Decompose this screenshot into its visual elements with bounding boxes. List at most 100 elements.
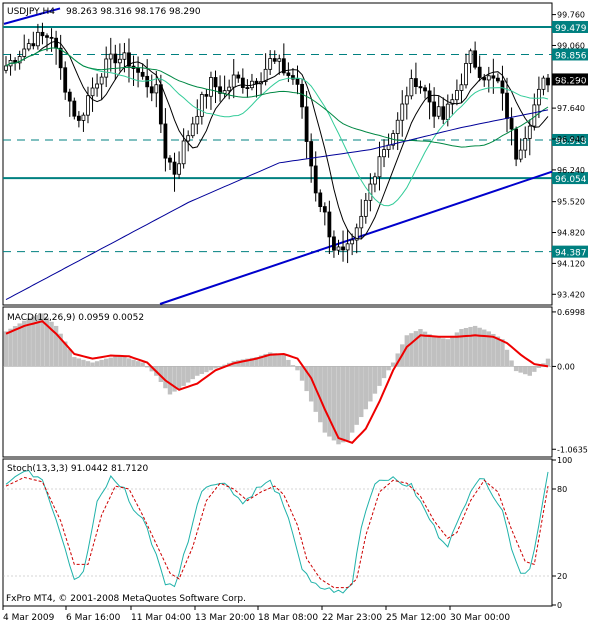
macd-hist-bar <box>409 333 414 367</box>
candle-body <box>149 86 154 94</box>
macd-hist-bar <box>113 356 118 367</box>
candle-body <box>145 75 150 88</box>
macd-hist-bar <box>144 366 150 368</box>
macd-hist-bar <box>427 334 432 367</box>
macd-hist-bar <box>322 366 328 433</box>
main-panel-frame <box>2 2 553 306</box>
candle-body <box>404 95 409 105</box>
x-axis-label: 25 Mar 12:00 <box>386 613 446 623</box>
candle-body <box>523 137 528 151</box>
candle-body <box>450 99 455 105</box>
macd-hist-bar <box>422 331 428 367</box>
level-label-box <box>552 20 588 33</box>
macd-hist-bar <box>381 366 387 379</box>
ma-slow-line <box>5 47 549 148</box>
macd-hist-bar <box>158 366 164 382</box>
axis-ticks: 99.760 99.060 98.350 97.640 96.940 96.240 95.5… <box>552 11 588 610</box>
price-tick-label: 96.940 <box>557 135 585 144</box>
candle-body <box>17 56 22 64</box>
macd-hist-bar <box>359 366 364 418</box>
candle-body <box>477 66 482 78</box>
candle-body <box>231 74 236 88</box>
macd-hist-bar <box>441 338 446 367</box>
candle-body <box>518 149 523 160</box>
candle-body <box>350 239 355 245</box>
macd-hist-bar <box>436 337 441 367</box>
candle-body <box>199 94 204 117</box>
candle-body <box>377 156 382 178</box>
macd-hist-bar <box>377 366 382 386</box>
macd-hist-bar <box>163 366 168 389</box>
candle-body <box>26 43 31 50</box>
macd-hist-bar <box>468 326 473 367</box>
candle-body <box>395 119 400 134</box>
stoch-tick-label: 80 <box>557 485 567 494</box>
macd-hist-bar <box>495 336 501 367</box>
candle-body <box>409 78 414 97</box>
macd-hist-bar <box>22 320 27 367</box>
candle-body <box>536 88 541 106</box>
candle-body <box>99 76 104 85</box>
candle-body <box>277 58 282 62</box>
macd-hist-bar <box>331 366 337 441</box>
candle-body <box>432 101 437 117</box>
candle-body <box>322 206 327 213</box>
macd-hist-bar <box>76 358 82 367</box>
macd-hist-bar <box>418 329 423 367</box>
macd-hist-bar <box>363 366 369 410</box>
candle-body <box>54 37 59 49</box>
macd-hist-bar <box>413 331 419 367</box>
macd-hist-bar <box>459 329 464 367</box>
macd-hist-bar <box>299 366 305 381</box>
candle-body <box>318 192 323 207</box>
macd-hist-bar <box>85 361 91 367</box>
horizontal-levels: 99.479 98.856 96.918 96.054 94.387 98.290 <box>3 20 588 259</box>
candle-body <box>163 123 168 159</box>
stoch-signal-line <box>5 476 549 589</box>
macd-tick-label: 0.6998 <box>557 308 585 317</box>
macd-hist-bar <box>295 366 300 371</box>
macd-signal-line <box>5 320 549 444</box>
level-label-box <box>552 133 588 146</box>
candle-body <box>332 236 336 251</box>
macd-hist-bar <box>131 359 136 367</box>
candle-body <box>58 47 63 69</box>
macd-hist-bar <box>90 362 95 367</box>
candle-body <box>309 141 314 167</box>
candle-body <box>90 87 95 97</box>
candle-body <box>104 58 109 78</box>
price-tick-label: 97.640 <box>557 104 585 113</box>
candle-body <box>263 68 268 82</box>
macd-hist-bar <box>213 366 218 369</box>
macd-hist-bar <box>108 357 113 367</box>
macd-hist-bar <box>72 357 77 367</box>
candle-body <box>327 211 332 238</box>
main-header-symbol: USDJPY,H4 <box>7 7 55 17</box>
macd-series <box>3 313 552 445</box>
macd-hist-bar <box>126 358 132 367</box>
macd-hist-bar <box>12 326 18 367</box>
macd-hist-bar <box>527 366 532 376</box>
macd-hist-bar <box>286 359 291 367</box>
candle-body <box>436 106 441 117</box>
macd-hist-bar <box>463 327 469 367</box>
candle-body <box>108 53 113 60</box>
candle-body <box>495 77 500 82</box>
candle-body <box>31 43 36 47</box>
candle-body <box>245 87 250 89</box>
macd-hist-bar <box>336 366 341 445</box>
candle-body <box>204 94 209 97</box>
macd-hist-bar <box>172 366 177 392</box>
candle-body <box>236 74 241 79</box>
macd-tick-label: 0.00 <box>557 362 575 371</box>
macd-hist-bar <box>281 354 287 367</box>
macd-hist-bar <box>167 366 173 395</box>
macd-hist-bar <box>217 366 223 368</box>
macd-hist-bar <box>504 349 510 367</box>
macd-hist-bar <box>304 366 309 392</box>
level-label-box <box>552 245 588 258</box>
macd-hist-bar <box>135 361 141 367</box>
macd-hist-bar <box>390 362 396 367</box>
